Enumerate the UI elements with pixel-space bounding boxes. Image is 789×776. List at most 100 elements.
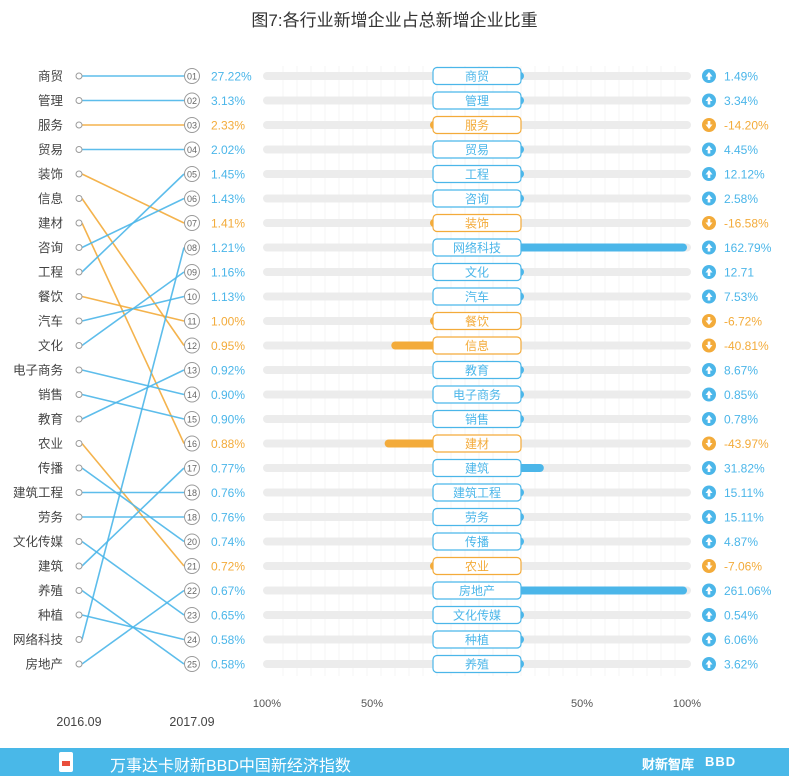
card-icon [59, 752, 73, 772]
growth-value: 0.85% [724, 388, 758, 402]
slope-line [81, 173, 185, 224]
rank-label: 16 [187, 439, 197, 449]
share-value: 0.76% [211, 511, 245, 525]
axis-tick-right: 100% [673, 698, 701, 710]
share-value: 0.92% [211, 364, 245, 378]
rank-badge [184, 607, 200, 623]
rank-badge [184, 68, 200, 84]
industry-2016-label: 贸易 [38, 143, 63, 157]
industry-2016-label: 工程 [38, 265, 64, 280]
industry-2016-dot [75, 317, 83, 325]
industry-2016-dot [75, 489, 83, 496]
industry-2016-dot [75, 219, 83, 227]
industry-2016-dot [75, 415, 83, 423]
industry-pill [432, 483, 522, 502]
industry-2016-label: 劳务 [38, 510, 63, 525]
share-value: 1.41% [211, 217, 245, 231]
industry-pill-label: 教育 [465, 363, 489, 378]
share-value: 0.67% [211, 584, 245, 598]
industry-pill [432, 532, 522, 551]
industry-2016-label: 信息 [38, 191, 63, 206]
arrow-glyph [705, 488, 713, 497]
rank-label: 14 [187, 390, 197, 400]
industry-2016-dot [75, 587, 83, 594]
industry-pill [432, 213, 522, 233]
industry-pill [432, 140, 522, 159]
industry-pill [432, 262, 522, 282]
rank-badge [184, 631, 200, 648]
growth-value: 4.45% [724, 143, 758, 157]
rank-label: 10 [187, 292, 197, 302]
industry-2016-dot [75, 611, 83, 619]
rank-label: 13 [187, 366, 197, 376]
share-value: 1.45% [211, 168, 245, 182]
rank-badge [184, 190, 200, 207]
rank-badge [184, 656, 200, 672]
arrow-glyph [705, 341, 713, 350]
share-value: 0.90% [211, 388, 245, 402]
industry-pill [432, 164, 522, 184]
industry-2016-label: 传播 [38, 461, 64, 476]
industry-2016-label: 文化传媒 [13, 534, 64, 549]
industry-pill [432, 336, 522, 355]
growth-value: 3.62% [724, 658, 758, 672]
industry-pill [432, 238, 522, 257]
industry-2016-dot [75, 342, 83, 349]
slope-line [81, 393, 185, 420]
industry-pill-label: 房地产 [459, 583, 495, 598]
industry-pill [432, 385, 522, 404]
arrow-glyph [705, 170, 713, 178]
arrow-glyph [705, 72, 713, 80]
rank-label: 24 [187, 635, 197, 645]
share-value: 27.22% [211, 70, 252, 84]
industry-2016-label: 管理 [38, 93, 64, 108]
arrow-glyph [705, 292, 713, 301]
slope-line [81, 589, 185, 665]
industry-2016-dot [75, 170, 83, 178]
industry-2016-dot [75, 464, 83, 472]
industry-2016-label: 汽车 [38, 314, 63, 329]
share-value: 0.58% [211, 633, 245, 647]
rank-badge [184, 141, 200, 158]
growth-value: 162.79% [724, 241, 772, 255]
industry-2016-dot [75, 440, 83, 447]
share-value: 0.72% [211, 560, 245, 574]
growth-value: 31.82% [724, 462, 765, 476]
share-value: 0.76% [211, 486, 245, 500]
industry-pill-label: 种植 [465, 632, 489, 647]
growth-value: 7.53% [724, 290, 758, 304]
axis-tick-left: 50% [361, 698, 383, 710]
industry-2016-label: 装饰 [38, 168, 63, 182]
arrow-glyph [705, 121, 713, 129]
industry-pill-label: 文化 [465, 265, 489, 280]
share-value: 0.77% [211, 462, 245, 476]
slope-line [81, 198, 185, 346]
share-value: 0.74% [211, 535, 245, 549]
industry-2016-label: 服务 [38, 118, 63, 133]
industry-pill [432, 556, 522, 576]
date-label-2016: 2016.09 [56, 715, 101, 729]
industry-pill-label: 商贸 [465, 69, 489, 84]
rank-label: 15 [187, 415, 197, 425]
rank-label: 22 [187, 586, 197, 596]
chart-title: 图7:各行业新增企业占总新增企业比重 [251, 11, 538, 30]
growth-value: 12.71 [724, 266, 754, 280]
share-value: 1.16% [211, 266, 245, 280]
share-value: 0.90% [211, 413, 245, 427]
rank-label: 09 [187, 268, 197, 278]
slope-line [81, 173, 185, 273]
industry-pill [432, 630, 522, 649]
industry-2016-label: 建材 [38, 217, 63, 231]
rank-label: 03 [187, 121, 197, 131]
industry-2016-label: 文化 [38, 338, 64, 353]
rank-badge [184, 533, 200, 550]
industry-pill [432, 287, 522, 306]
arrow-glyph [705, 439, 713, 448]
industry-pill-label: 电子商务 [453, 387, 501, 402]
arrow-glyph [705, 635, 713, 644]
rank-badge [184, 582, 200, 599]
arrow-glyph [705, 586, 713, 595]
chart-svg: 商贸管理服务贸易装饰信息建材咨询工程餐饮汽车文化电子商务销售教育农业传播建筑工程… [13, 66, 772, 729]
growth-value: 2.58% [724, 192, 758, 206]
growth-value: 8.67% [724, 364, 758, 378]
